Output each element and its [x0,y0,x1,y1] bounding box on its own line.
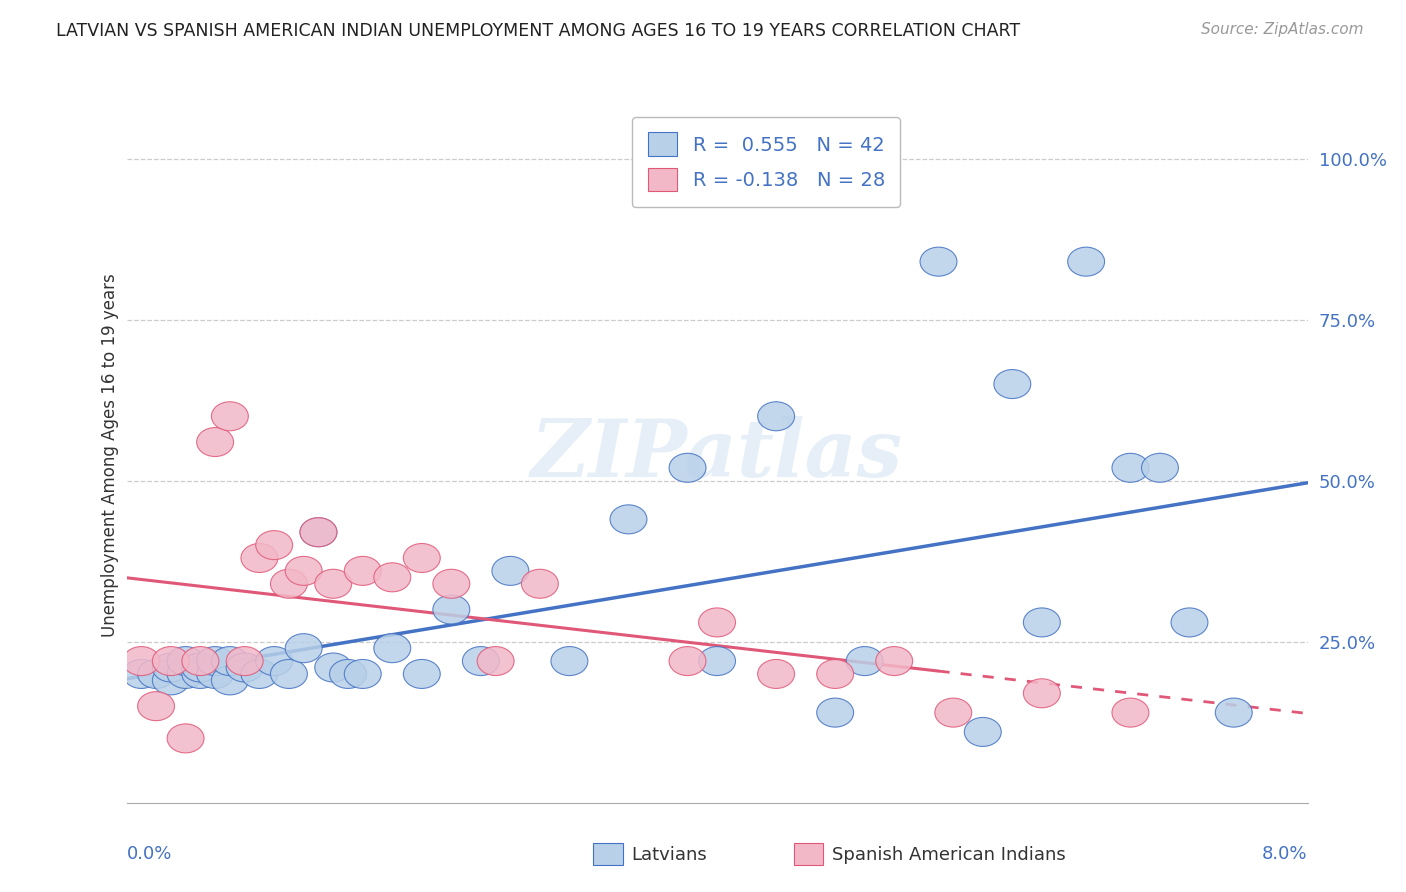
Ellipse shape [994,369,1031,399]
Ellipse shape [197,647,233,675]
Ellipse shape [256,647,292,675]
Ellipse shape [240,543,278,573]
Ellipse shape [181,653,219,682]
Ellipse shape [846,647,883,675]
Y-axis label: Unemployment Among Ages 16 to 19 years: Unemployment Among Ages 16 to 19 years [101,273,120,637]
Ellipse shape [920,247,957,277]
Ellipse shape [758,401,794,431]
Ellipse shape [285,557,322,585]
Ellipse shape [1112,698,1149,727]
Ellipse shape [197,659,233,689]
Ellipse shape [463,647,499,675]
Ellipse shape [344,557,381,585]
Ellipse shape [167,724,204,753]
Ellipse shape [138,691,174,721]
Legend: R =  0.555   N = 42, R = -0.138   N = 28: R = 0.555 N = 42, R = -0.138 N = 28 [633,117,900,207]
Ellipse shape [1067,247,1105,277]
Ellipse shape [138,659,174,689]
Ellipse shape [329,659,367,689]
Ellipse shape [226,653,263,682]
Ellipse shape [256,531,292,559]
Text: ZIPatlas: ZIPatlas [531,417,903,493]
Ellipse shape [477,647,515,675]
Ellipse shape [433,595,470,624]
Ellipse shape [270,659,308,689]
Ellipse shape [404,659,440,689]
Text: Latvians: Latvians [631,846,707,864]
Ellipse shape [522,569,558,599]
Ellipse shape [404,543,440,573]
Ellipse shape [433,569,470,599]
Ellipse shape [122,647,160,675]
Ellipse shape [935,698,972,727]
Ellipse shape [152,666,190,695]
Ellipse shape [699,608,735,637]
Ellipse shape [1215,698,1253,727]
Bar [593,843,623,865]
Ellipse shape [699,647,735,675]
Ellipse shape [211,647,249,675]
Bar [794,843,824,865]
Ellipse shape [374,633,411,663]
Ellipse shape [610,505,647,533]
Ellipse shape [299,517,337,547]
Text: 8.0%: 8.0% [1263,845,1308,863]
Ellipse shape [197,427,233,457]
Ellipse shape [817,698,853,727]
Ellipse shape [669,453,706,483]
Ellipse shape [152,647,190,675]
Ellipse shape [876,647,912,675]
Ellipse shape [669,647,706,675]
Ellipse shape [1024,679,1060,707]
Ellipse shape [240,659,278,689]
Ellipse shape [152,653,190,682]
Ellipse shape [374,563,411,591]
Text: 0.0%: 0.0% [127,845,172,863]
Ellipse shape [167,647,204,675]
Ellipse shape [181,647,219,675]
Ellipse shape [492,557,529,585]
Ellipse shape [315,569,352,599]
Ellipse shape [270,569,308,599]
Ellipse shape [551,647,588,675]
Ellipse shape [226,647,263,675]
Ellipse shape [315,653,352,682]
Text: Source: ZipAtlas.com: Source: ZipAtlas.com [1201,22,1364,37]
Ellipse shape [344,659,381,689]
Ellipse shape [167,659,204,689]
Ellipse shape [181,659,219,689]
Text: Spanish American Indians: Spanish American Indians [831,846,1066,864]
Ellipse shape [965,717,1001,747]
Ellipse shape [1142,453,1178,483]
Ellipse shape [1112,453,1149,483]
Ellipse shape [758,659,794,689]
Ellipse shape [299,517,337,547]
Ellipse shape [285,633,322,663]
Ellipse shape [1024,608,1060,637]
Ellipse shape [122,659,160,689]
Text: LATVIAN VS SPANISH AMERICAN INDIAN UNEMPLOYMENT AMONG AGES 16 TO 19 YEARS CORREL: LATVIAN VS SPANISH AMERICAN INDIAN UNEMP… [56,22,1021,40]
Ellipse shape [817,659,853,689]
Ellipse shape [1171,608,1208,637]
Ellipse shape [211,401,249,431]
Ellipse shape [211,666,249,695]
